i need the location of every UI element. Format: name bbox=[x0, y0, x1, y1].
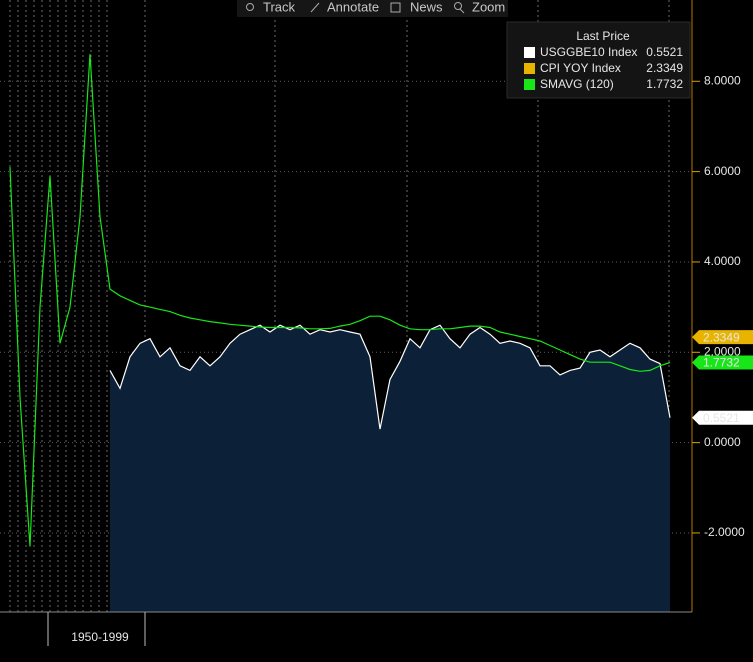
axis-labels: -2.0000 0.0000 2.0000 4.0000 6.0000 8.0000 195… bbox=[71, 73, 753, 644]
toolbar-label[interactable]: Zoom bbox=[472, 0, 505, 14]
annotate-button[interactable]: Annotate bbox=[310, 0, 379, 14]
line bbox=[9, 54, 671, 547]
track-icon bbox=[246, 3, 254, 11]
area bbox=[110, 325, 670, 612]
legend: Last Price USGGBE10 Index 0.5521 CPI YOY I… bbox=[506, 21, 691, 99]
plot bbox=[0, 54, 692, 612]
zoom-button[interactable]: Zoom bbox=[454, 0, 506, 14]
zoom-icon bbox=[459, 8, 465, 14]
legend-swatch bbox=[524, 47, 535, 58]
y-tick-label: 2.0000 bbox=[704, 344, 741, 358]
value-tag bbox=[692, 330, 753, 345]
legend-title: Last Price bbox=[576, 29, 630, 43]
legend-swatch bbox=[524, 63, 535, 74]
zoom-icon bbox=[454, 2, 462, 10]
toolbar-label[interactable]: News bbox=[410, 0, 443, 14]
legend-value: 1.7732 bbox=[646, 77, 683, 91]
x-tick-label: 1950-1999 bbox=[71, 630, 129, 644]
legend-value: 0.5521 bbox=[646, 45, 683, 59]
legend-value: 2.3349 bbox=[646, 61, 683, 75]
toolbar-label[interactable]: Track bbox=[263, 0, 296, 14]
y-tick-label: -2.0000 bbox=[704, 525, 745, 539]
legend-label: CPI YOY Index bbox=[540, 61, 621, 75]
y-tick-label: 6.0000 bbox=[704, 164, 741, 178]
track-button[interactable]: Track bbox=[246, 0, 296, 14]
toolbar: Track Annotate News Zoom bbox=[237, 0, 508, 17]
value-label: 0.5521 bbox=[703, 411, 740, 425]
value-label: 1.7732 bbox=[703, 356, 740, 370]
toolbar-label[interactable]: Annotate bbox=[327, 0, 379, 14]
y-tick-label: 8.0000 bbox=[704, 73, 741, 87]
legend-label: SMAVG (120) bbox=[540, 77, 614, 91]
value-label: 2.3349 bbox=[703, 330, 740, 344]
value-tag bbox=[692, 410, 753, 425]
legend-background bbox=[506, 21, 691, 99]
line bbox=[109, 324, 671, 430]
legend-swatch bbox=[524, 79, 535, 90]
y-tick-label: 4.0000 bbox=[704, 254, 741, 268]
toolbar-background bbox=[237, 0, 508, 17]
news-icon bbox=[390, 2, 401, 13]
legend-label: USGGBE10 Index bbox=[540, 45, 637, 59]
y-tick-label: 0.0000 bbox=[704, 435, 741, 449]
value-tag bbox=[692, 355, 753, 370]
annotate-icon bbox=[310, 2, 320, 13]
news-button[interactable]: News bbox=[390, 0, 443, 14]
